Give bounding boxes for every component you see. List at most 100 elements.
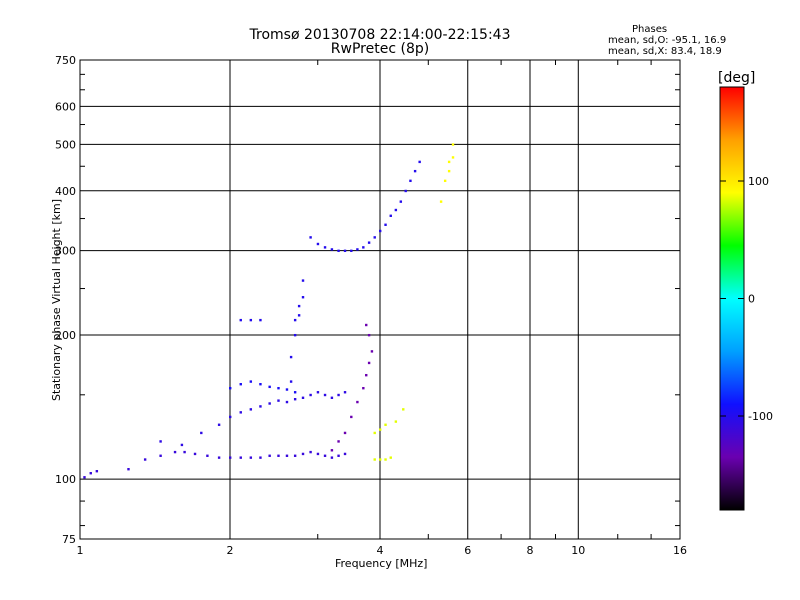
phases-heading: Phases (632, 24, 668, 35)
echo-point (309, 450, 312, 454)
echo-point (323, 454, 327, 457)
chart-subtitle: RwPretec (8p) (330, 41, 430, 57)
x-tick-label: 10 (571, 544, 585, 557)
echo-point (384, 223, 387, 226)
plot-frame (79, 59, 681, 540)
echo-point (451, 156, 455, 159)
echo-point (309, 393, 312, 397)
echo-point (362, 386, 365, 390)
echo-point (217, 456, 221, 459)
echo-point (268, 385, 271, 389)
echo-point (413, 169, 417, 173)
echo-point (259, 405, 262, 408)
echo-point (285, 388, 289, 391)
colorbar-tick-label: 0 (748, 293, 755, 306)
echo-point (373, 458, 376, 461)
y-tick-label: 500 (55, 138, 76, 151)
echo-point (356, 248, 359, 251)
echo-point (447, 160, 451, 164)
phases-o-stats: mean, sd,O: -95.1, 16.9 (608, 35, 727, 46)
echo-point (337, 393, 340, 397)
echo-point (316, 391, 320, 394)
echo-point (200, 431, 203, 435)
echo-point (301, 396, 305, 399)
echo-point (183, 450, 186, 454)
echo-point (367, 361, 371, 365)
echo-point (285, 454, 289, 457)
echo-point (293, 391, 297, 394)
echo-point (451, 143, 455, 146)
x-tick-label: 1 (77, 544, 84, 557)
echo-point (173, 450, 177, 454)
echo-point (268, 454, 271, 457)
x-tick-label: 2 (227, 544, 234, 557)
echo-point (293, 333, 297, 337)
y-tick-label: 75 (62, 533, 76, 546)
echo-point (323, 393, 327, 397)
echo-point (159, 440, 162, 443)
echo-point (443, 179, 447, 183)
echo-point (249, 408, 253, 411)
echo-point (259, 382, 262, 386)
echo-point (379, 428, 382, 431)
echo-point (394, 208, 398, 212)
echo-point (330, 456, 334, 459)
echo-point (337, 249, 340, 253)
echo-point (193, 452, 197, 456)
echo-point (143, 458, 147, 461)
echo-point (95, 469, 99, 473)
echo-point (289, 380, 293, 383)
echo-point (293, 454, 297, 457)
x-tick-label: 16 (673, 544, 687, 557)
echo-point (418, 160, 421, 164)
echo-point (394, 420, 398, 423)
echo-point (239, 411, 242, 414)
echo-point (239, 318, 242, 322)
echo-point (343, 249, 347, 253)
echo-point (239, 456, 242, 459)
echo-point (439, 200, 443, 203)
echo-point (389, 214, 392, 217)
echo-point (268, 402, 271, 405)
echo-point (285, 400, 289, 404)
y-tick-label: 300 (55, 245, 76, 258)
echo-point (323, 246, 327, 249)
echo-point (330, 396, 334, 399)
echo-point (404, 189, 407, 193)
echo-point (337, 454, 340, 457)
echo-point (301, 452, 305, 456)
echo-point (343, 391, 347, 394)
echo-point (365, 323, 368, 327)
y-tick-label: 200 (55, 329, 76, 342)
echo-point (249, 380, 253, 383)
phases-x-stats: mean, sd,X: 83.4, 18.9 (608, 46, 722, 57)
echo-point (127, 468, 130, 471)
echo-point (309, 236, 312, 239)
echo-point (316, 242, 320, 246)
colorbar-tick-label: 100 (748, 175, 769, 188)
echo-point (297, 314, 301, 317)
echo-point (293, 318, 297, 322)
echo-point (277, 386, 280, 390)
echo-point (367, 241, 371, 244)
echo-point (89, 472, 92, 475)
echo-point (259, 456, 262, 459)
echo-point (367, 333, 371, 337)
echo-point (83, 476, 86, 479)
echo-point (229, 415, 232, 419)
echo-point (362, 246, 365, 249)
echo-point (337, 440, 340, 443)
echo-point (180, 443, 184, 447)
echo-point (297, 304, 301, 308)
echo-point (409, 179, 412, 183)
echo-point (384, 458, 387, 461)
echo-point (447, 169, 451, 173)
echo-point (350, 249, 353, 253)
echo-point (316, 452, 320, 456)
chart-title: Tromsø 20130708 22:14:00-22:15:43 (249, 27, 511, 43)
echo-point (330, 449, 334, 452)
echo-point (277, 399, 280, 402)
y-tick-label: 750 (55, 54, 76, 67)
echo-point (373, 431, 376, 435)
echo-point (379, 458, 382, 461)
